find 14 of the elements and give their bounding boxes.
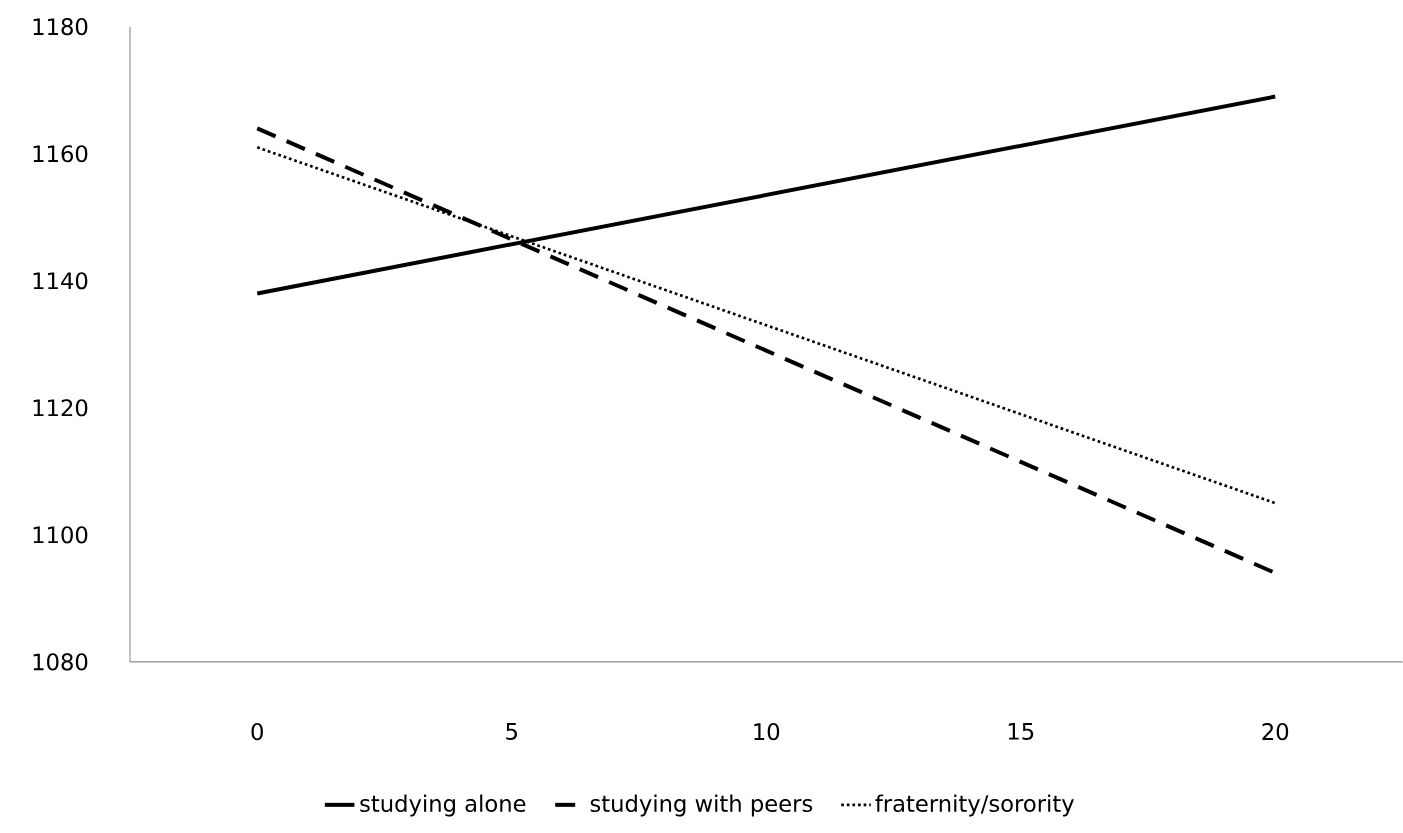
x-tick-label: 10 <box>754 722 780 741</box>
x-tick-label: 20 <box>1262 722 1289 741</box>
y-tick-label: 1120 <box>33 399 88 417</box>
x-tick-label: 5 <box>506 722 517 740</box>
y-tick-label: 1180 <box>33 17 88 36</box>
legend-label: studying with peers <box>590 794 813 817</box>
legend-label: fraternity/sorority <box>875 794 1074 817</box>
y-tick-label: 1100 <box>33 526 88 544</box>
y-tick-label: 1080 <box>33 653 88 671</box>
y-tick-label: 1160 <box>33 145 88 163</box>
x-tick-label: 0 <box>251 722 263 741</box>
y-tick-label: 1140 <box>33 272 88 290</box>
x-tick-label: 15 <box>1008 722 1034 740</box>
legend-label: studying alone <box>360 794 526 817</box>
